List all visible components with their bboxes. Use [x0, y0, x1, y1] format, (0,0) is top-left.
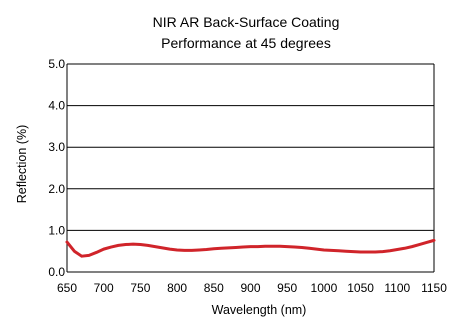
y-axis-label: Reflection (%): [15, 125, 29, 204]
x-tick-label-9: 1100: [384, 281, 410, 295]
chart-title: NIR AR Back-Surface Coating: [153, 14, 340, 30]
y-tick-label-2: 2.0: [48, 182, 65, 196]
chart-subtitle: Performance at 45 degrees: [161, 35, 331, 51]
y-tick-label-1: 1.0: [48, 223, 65, 237]
x-tick-label-1: 700: [94, 281, 114, 295]
y-tick-label-0: 0.0: [48, 265, 65, 279]
x-tick-label-2: 750: [130, 281, 150, 295]
x-tick-label-7: 1000: [311, 281, 338, 295]
x-tick-label-10: 1150: [421, 281, 447, 295]
x-tick-label-8: 1050: [347, 281, 374, 295]
x-tick-label-5: 900: [240, 281, 260, 295]
y-tick-label-5: 5.0: [48, 57, 65, 71]
series-layer: [65, 238, 436, 258]
grid-lines: [66, 63, 435, 273]
x-tick-label-6: 950: [277, 281, 297, 295]
x-axis-label: Wavelength (nm): [212, 303, 307, 317]
y-tick-label-4: 4.0: [48, 99, 65, 113]
y-tick-label-3: 3.0: [48, 140, 65, 154]
x-tick-label-0: 650: [57, 281, 77, 295]
series-line-0: [65, 238, 436, 258]
x-tick-label-3: 800: [167, 281, 187, 295]
x-tick-label-4: 850: [204, 281, 224, 295]
y-tick-labels: 0.0 1.0 2.0 3.0 4.0 5.0: [48, 57, 65, 279]
x-tick-labels: 650 700 750 800 850 900 950 1000 1050 1100 1150: [57, 281, 447, 295]
